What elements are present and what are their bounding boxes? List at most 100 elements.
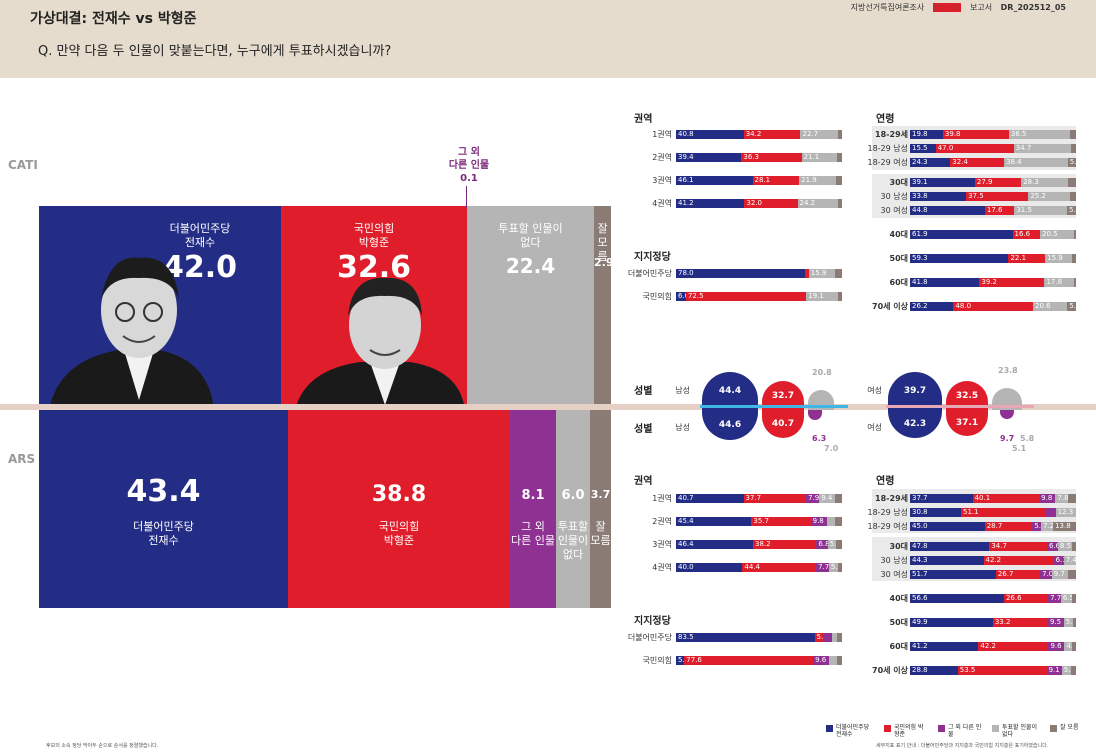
cati-age-segment [1074, 230, 1076, 239]
ars-age-segment: 53.5 [957, 666, 1047, 675]
ars-age-segment: 51.1 [961, 508, 1046, 517]
ars-age-segment: 6.1 [1053, 556, 1064, 565]
ars-age-row-bar: 30.8 51.1 12.3 [910, 508, 1076, 517]
cati-region-row-label: 3권역 [652, 176, 672, 185]
cati-age-row-label: 30 여성 [880, 206, 908, 215]
cati-age-segment: 34.7 [1013, 144, 1072, 153]
cati-region-row-bar: 46.1 28.1 21.9 [676, 176, 842, 185]
ars-age-row-label: 18-29 남성 [867, 508, 908, 517]
cati-region-segment: 21.9 [799, 176, 836, 185]
legend-label-dk: 잘 모름 [1060, 724, 1079, 731]
ars-dk-value: 3.7 [590, 488, 611, 501]
ars-region-segment [835, 517, 842, 526]
cati-none-label2: 없다 [520, 236, 541, 249]
ars-party-segment [836, 656, 842, 665]
ars-party-segment [823, 633, 832, 642]
cati-age-segment: 24.3 [910, 158, 951, 167]
ars-minju-party: 더불어민주당 [133, 520, 194, 533]
legend-swatch-ppp [884, 725, 891, 732]
ars-dk-label1: 잘 [595, 520, 606, 533]
ars-ppp-party: 국민의힘 [378, 520, 420, 533]
candidate-park-photo [295, 277, 465, 410]
cati-age-segment [1070, 192, 1076, 201]
ars-age-segment: 9.8 [1039, 494, 1056, 503]
ars-other-value: 8.1 [521, 488, 545, 503]
cati-age-segment [1069, 130, 1076, 139]
cati-male-minju-circle: 44.4 [702, 372, 758, 410]
ars-age-segment: 5.3 [1032, 522, 1042, 531]
ars-age-segment [1072, 542, 1076, 551]
cati-party-row-label: 국민의힘 [642, 292, 672, 301]
cati-minju-party: 더불어민주당 [169, 222, 231, 235]
cati-region-segment: 36.3 [741, 153, 802, 162]
cati-age-segment: 15.9 [1045, 254, 1072, 263]
cati-age-segment: 39.2 [979, 278, 1045, 287]
cati-other-value: 0.1 [460, 173, 478, 184]
ars-party-row-bar: 83.55.3 [676, 633, 842, 642]
ars-party-segment [831, 633, 838, 642]
ars-region-segment: 6.8 [816, 540, 828, 549]
ars-age-segment: 6.5 [1060, 594, 1072, 603]
ars-female-other-circle [1000, 410, 1014, 419]
ars-age-title: 연령 [876, 476, 895, 487]
cati-party-segment: 78.0 [676, 269, 806, 278]
ars-party-row-label: 국민의힘 [642, 656, 672, 665]
cati-region-segment: 41.2 [676, 199, 745, 208]
ars-age-segment: 9.6 [1048, 642, 1065, 651]
cati-age-row-label: 30 남성 [880, 192, 908, 201]
cati-ppp-party: 국민의힘 [353, 222, 395, 235]
ars-label: ARS [8, 452, 36, 466]
cati-age-segment: 32.4 [950, 158, 1005, 167]
cati-party-segment [835, 269, 842, 278]
cati-age-segment [1071, 254, 1076, 263]
ars-age-row-label: 70세 이상 [872, 666, 908, 675]
cati-age-title: 연령 [876, 114, 895, 125]
cati-age-segment: 37.5 [966, 192, 1029, 201]
ars-age-row-bar: 49.933.29.55.3 [910, 618, 1076, 627]
ars-age-segment: 28.7 [984, 522, 1033, 531]
cati-age-segment: 22.1 [1008, 254, 1046, 263]
cati-other-label2: 다른 인물 [448, 160, 490, 171]
ars-region-segment [837, 563, 842, 572]
legend-swatch-none [992, 725, 999, 732]
legend-label-minju: 더불어민주당 전재수 [836, 724, 870, 738]
cati-region-title: 권역 [634, 114, 653, 125]
cati-age-segment: 17.8 [1044, 278, 1074, 287]
ars-region-row-bar: 45.4 35.7 9.8 [676, 517, 842, 526]
ars-male-dk-value: 7.0 [824, 444, 839, 453]
cati-none-value: 22.4 [505, 254, 556, 278]
cati-region-segment: 21.1 [801, 153, 837, 162]
cati-age-segment: 61.9 [910, 230, 1013, 239]
ars-region-row-label: 3권역 [652, 540, 672, 549]
ars-age-row-label: 40대 [889, 594, 909, 603]
candidate-jeon-photo [49, 257, 214, 410]
ars-none-value: 6.0 [561, 488, 585, 503]
cati-other-line [466, 186, 467, 208]
ars-minju-value: 43.4 [126, 474, 201, 509]
cati-female-none-circle [992, 388, 1022, 410]
ars-region-row-label: 4권역 [652, 563, 672, 572]
cati-age-segment: 20.6 [1033, 302, 1068, 311]
ars-age-row-bar: 44.342.26.17.4 [910, 556, 1076, 565]
ars-bar-none: 6.0 투표할 인물이 없다 [556, 410, 590, 608]
meta-report: 보고서 [970, 3, 993, 12]
male-axis-line [700, 405, 848, 408]
cati-female-label: 여성 [867, 386, 882, 395]
report-header: 가상대결: 전재수 vs 박형준 Q. 만약 다음 두 인물이 맞붙는다면, 누… [0, 0, 1096, 78]
cati-age-segment: 17.6 [984, 206, 1015, 215]
ars-age-segment: 30.8 [910, 508, 962, 517]
ars-age-segment [1072, 618, 1076, 627]
ars-age-row-bar: 28.853.59.15.5 [910, 666, 1076, 675]
cati-region-row-bar: 41.2 32.0 24.2 [676, 199, 842, 208]
cati-age-row-bar: 15.5 47.0 34.7 [910, 144, 1076, 153]
ars-region-segment [826, 517, 836, 526]
cati-party-segment: 15.9 [808, 269, 836, 278]
ars-age-segment: 47.8 [910, 542, 990, 551]
cati-other-callout: 그 외 다른 인물 0.1 [444, 146, 494, 185]
ars-age-segment: 9.7 [1051, 570, 1068, 579]
cati-age-segment: 16.6 [1012, 230, 1041, 239]
ars-age-segment: 9.1 [1046, 666, 1062, 675]
ars-female-other-value: 9.7 [1000, 434, 1015, 443]
cati-age-segment: 48.0 [953, 302, 1034, 311]
ars-age-segment: 6.6 [1046, 542, 1058, 551]
